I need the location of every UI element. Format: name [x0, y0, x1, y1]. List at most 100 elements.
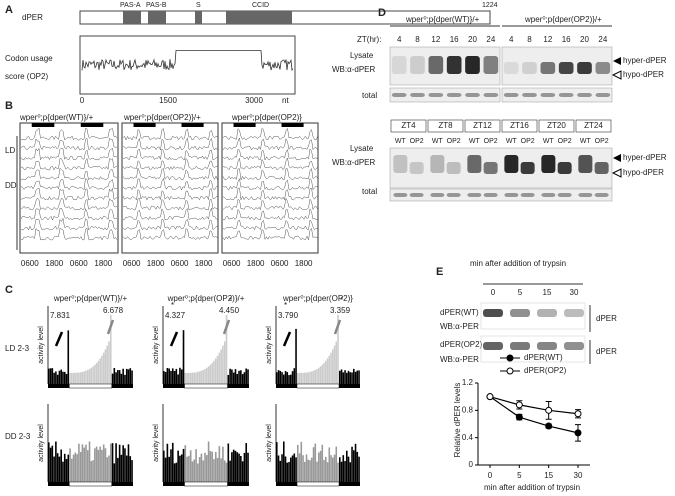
arrow [222, 319, 231, 335]
bar [53, 372, 55, 384]
bar [302, 372, 304, 384]
bar [238, 453, 240, 482]
panel-label: D [378, 7, 386, 19]
line [489, 396, 579, 434]
band [557, 162, 572, 174]
band [504, 193, 519, 197]
bar [92, 460, 94, 482]
bar [318, 367, 320, 384]
bar [85, 370, 87, 384]
x-tick-label: 1500 [159, 96, 177, 105]
band [467, 155, 482, 173]
row-label: DD 2-3 [5, 432, 31, 441]
bar [197, 463, 199, 482]
ld-bar [184, 383, 228, 389]
band [520, 162, 535, 174]
band [577, 62, 592, 74]
bar [222, 446, 224, 482]
band [446, 162, 461, 174]
bar [193, 459, 196, 482]
time-label: 4 [397, 35, 402, 44]
bar [79, 372, 82, 384]
annotation: 3.359 [330, 306, 351, 315]
trace [122, 128, 218, 141]
band [594, 162, 609, 174]
x-tick-label: 0600 [70, 259, 88, 268]
trace [122, 137, 218, 151]
bar [173, 463, 176, 482]
genotype: wper⁰;p{dper(OP2)}/+ [524, 15, 602, 24]
band [558, 62, 574, 74]
band [410, 56, 425, 74]
bar [316, 461, 318, 482]
blot [389, 147, 613, 189]
row-label: DD [5, 181, 17, 190]
y-tick-label: 1.2 [462, 378, 474, 387]
bar [238, 370, 240, 384]
bar [115, 443, 117, 482]
bar [99, 358, 101, 384]
bar [351, 372, 353, 384]
bar [354, 443, 357, 482]
bar [163, 450, 165, 482]
lane-label: OP2 [558, 138, 572, 145]
bar [288, 375, 290, 384]
y-label: activity level [266, 326, 273, 364]
panel-label: E [436, 266, 443, 278]
bar [163, 370, 165, 384]
annotation: 7.831 [50, 311, 71, 320]
trace [20, 207, 118, 221]
bar [216, 457, 219, 482]
bar [330, 455, 332, 482]
band [522, 62, 537, 74]
bar [106, 457, 109, 482]
trace [122, 198, 218, 211]
bar [316, 368, 318, 384]
bar [218, 446, 221, 482]
band [578, 193, 593, 197]
bar [333, 454, 336, 482]
ld-bar [111, 384, 133, 388]
band [540, 93, 556, 97]
wb-label: WB:α-dPER [332, 65, 376, 74]
trace [20, 137, 118, 151]
bar [97, 360, 100, 384]
bar [245, 368, 248, 384]
bar [206, 455, 208, 482]
bar [326, 358, 329, 384]
x-unit: nt [282, 96, 289, 105]
band [428, 93, 444, 97]
bar [231, 452, 233, 482]
bar [122, 368, 124, 384]
frame [221, 122, 319, 254]
line [489, 396, 579, 415]
band [446, 56, 462, 74]
bar [346, 450, 348, 482]
frame [19, 122, 119, 254]
bar [67, 330, 70, 384]
bar [63, 371, 66, 384]
bar [86, 450, 89, 482]
band [393, 193, 408, 197]
bar [234, 369, 237, 384]
point [545, 406, 553, 414]
point [545, 422, 553, 430]
band [595, 93, 611, 97]
bar [124, 374, 126, 384]
bar [232, 449, 235, 482]
bar [344, 370, 346, 384]
bar [311, 457, 313, 482]
trace [20, 127, 118, 141]
band [483, 162, 498, 174]
lane-label: WT [580, 138, 592, 145]
legend-label: dPER(WT) [524, 353, 563, 362]
domain-label: S [196, 2, 201, 9]
bar [58, 456, 61, 482]
band [446, 93, 462, 97]
bar [63, 453, 66, 482]
bar [202, 369, 205, 384]
trace [20, 178, 118, 191]
bar [342, 455, 345, 482]
bar [211, 362, 213, 384]
